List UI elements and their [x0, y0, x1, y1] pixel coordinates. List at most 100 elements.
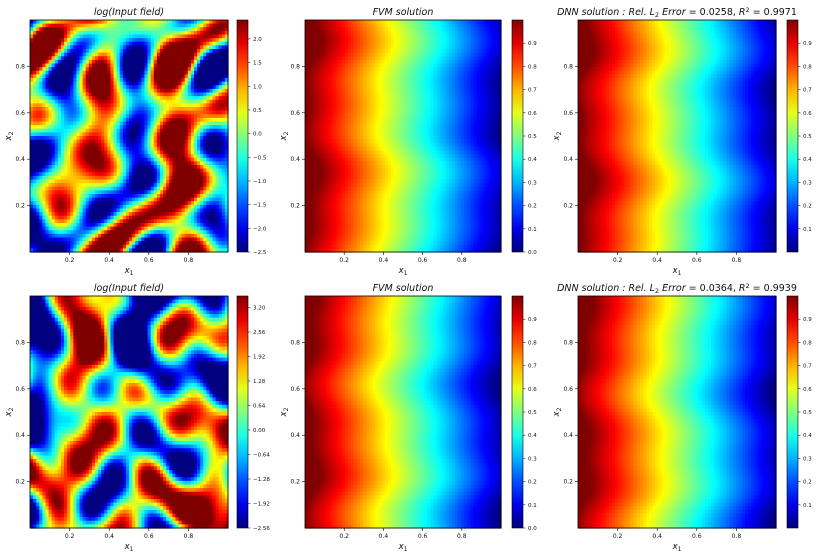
colorbar-tick-label: 2.0 [253, 37, 262, 43]
x-axis-label: x1 [672, 266, 682, 277]
y-tick-label: 0.4 [563, 156, 573, 163]
plot-frame [304, 295, 502, 529]
colorbar-tick-label: 0.2 [528, 480, 537, 486]
y-tick-label: 0.2 [15, 203, 25, 210]
colorbar-tick-label: 0.64 [253, 403, 266, 409]
x-tick-label: 0.8 [732, 257, 742, 264]
chart-title: log(Input field) [94, 283, 164, 294]
x-tick-label: 0.2 [339, 533, 349, 540]
x-tick-label: 0.8 [184, 257, 194, 264]
y-tick-label: 0.4 [290, 156, 300, 163]
y-tick-label: 0.6 [563, 110, 573, 117]
colorbar-tick-label: 0.6 [803, 387, 812, 393]
colorbar-tick-label: 0.1 [528, 227, 537, 233]
x-tick-label: 0.4 [379, 257, 389, 264]
y-axis-label: x2 [4, 131, 15, 141]
y-tick-label: 0.6 [290, 110, 300, 117]
colorbar-tick-label: 0.6 [528, 387, 537, 393]
heatmap-cells [305, 296, 502, 529]
colorbar-tick-label: −0.64 [253, 452, 270, 458]
x-tick-label: 0.2 [613, 257, 623, 264]
colorbar-tick-label: 0.5 [528, 134, 537, 140]
y-axis-label: x2 [552, 407, 563, 417]
colorbar-tick-label: 0.4 [803, 433, 812, 439]
x-tick-label: 0.6 [144, 533, 154, 540]
x-tick-label: 0.8 [732, 533, 742, 540]
colorbar-tick-label: 0.4 [528, 433, 537, 439]
y-tick-label: 0.8 [563, 339, 573, 346]
colorbar-tick-label: −1.0 [253, 179, 267, 185]
colorbar-tick-label: 1.28 [253, 379, 266, 385]
x-tick-label: 0.2 [65, 257, 75, 264]
y-tick-label: 0.4 [15, 432, 25, 439]
x-axis-label: x1 [124, 542, 134, 553]
x-tick-label: 0.4 [652, 257, 662, 264]
y-tick-label: 0.6 [290, 386, 300, 393]
colorbar-tick-label: 0.00 [253, 428, 266, 434]
colorbar-tick-label: 0.2 [803, 480, 812, 486]
colorbar [786, 295, 799, 529]
colorbar-tick-label: 0.0 [528, 250, 537, 256]
colorbar-tick-label: 0.6 [528, 111, 537, 117]
colorbar-tick-label: 0.7 [528, 364, 537, 370]
colorbar-tick-label: −1.28 [253, 477, 270, 483]
colorbar-tick-label: 0.8 [528, 340, 537, 346]
colorbar [511, 19, 524, 253]
y-tick-label: 0.8 [15, 339, 25, 346]
heatmap-cells [30, 20, 229, 253]
y-tick-label: 0.6 [15, 386, 25, 393]
colorbar-tick-label: −1.92 [253, 501, 270, 507]
colorbar-tick-label: 0.7 [803, 364, 812, 370]
x-tick-label: 0.6 [692, 257, 702, 264]
y-tick-label: 0.4 [290, 432, 300, 439]
plot-frame [304, 19, 502, 253]
colorbar-tick-label: 0.0 [528, 526, 537, 532]
x-tick-label: 0.8 [457, 533, 467, 540]
x-tick-label: 0.6 [144, 257, 154, 264]
plot-frame [577, 295, 777, 529]
colorbar-tick-label: 0.4 [803, 157, 812, 163]
colorbar-tick-label: 1.0 [253, 84, 262, 90]
x-tick-label: 0.6 [418, 257, 428, 264]
x-axis-label: x1 [124, 266, 134, 277]
x-tick-label: 0.2 [613, 533, 623, 540]
colorbar-tick-label: 0.7 [803, 88, 812, 94]
x-tick-label: 0.8 [457, 257, 467, 264]
colorbar-tick-label: 0.1 [803, 503, 812, 509]
colorbar-tick-label: 0.9 [528, 41, 537, 47]
colorbar-tick-label: 0.3 [528, 180, 537, 186]
colorbar-tick-label: 0.7 [528, 88, 537, 94]
x-tick-label: 0.2 [339, 257, 349, 264]
y-tick-label: 0.2 [563, 479, 573, 486]
y-tick-label: 0.2 [563, 203, 573, 210]
y-tick-label: 0.8 [563, 63, 573, 70]
y-tick-label: 0.6 [15, 110, 25, 117]
colorbar-tick-label: 0.4 [528, 157, 537, 163]
x-axis-label: x1 [398, 542, 408, 553]
y-tick-label: 0.8 [15, 63, 25, 70]
colorbar-tick-label: 0.5 [803, 134, 812, 140]
y-axis-label: x2 [279, 131, 290, 141]
heatmap-cells [305, 20, 502, 253]
colorbar-tick-label: 0.3 [803, 180, 812, 186]
chart-title: FVM solution [373, 7, 434, 18]
chart-title: log(Input field) [94, 7, 164, 18]
colorbar-tick-label: −2.5 [253, 250, 267, 256]
colorbar-tick-label: 3.20 [253, 305, 266, 311]
y-tick-label: 0.8 [290, 63, 300, 70]
heatmap-cells [578, 296, 777, 529]
colorbar-tick-label: 0.5 [803, 410, 812, 416]
colorbar-tick-label: 0.5 [253, 108, 262, 114]
heatmap-panel-6: DNN solution : Rel. L2 Error = 0.0364, R… [552, 282, 812, 553]
y-tick-label: 0.2 [290, 479, 300, 486]
colorbar-tick-label: 0.1 [528, 503, 537, 509]
colorbar-tick-label: 0.6 [803, 111, 812, 117]
colorbar-tick-label: 1.92 [253, 354, 265, 360]
colorbar [786, 19, 799, 253]
y-axis-label: x2 [552, 131, 563, 141]
heatmap-panel-4: log(Input field) 0.2 0.4 0.6 0.8 0.2 0.4 0.6 0.8… [4, 283, 270, 553]
colorbar-tick-label: 0.9 [803, 317, 812, 323]
heatmap-panel-3: DNN solution : Rel. L2 Error = 0.0258, R… [552, 6, 812, 277]
chart-title: DNN solution : Rel. L2 Error = 0.0258, R… [557, 6, 797, 19]
x-tick-label: 0.4 [104, 533, 114, 540]
